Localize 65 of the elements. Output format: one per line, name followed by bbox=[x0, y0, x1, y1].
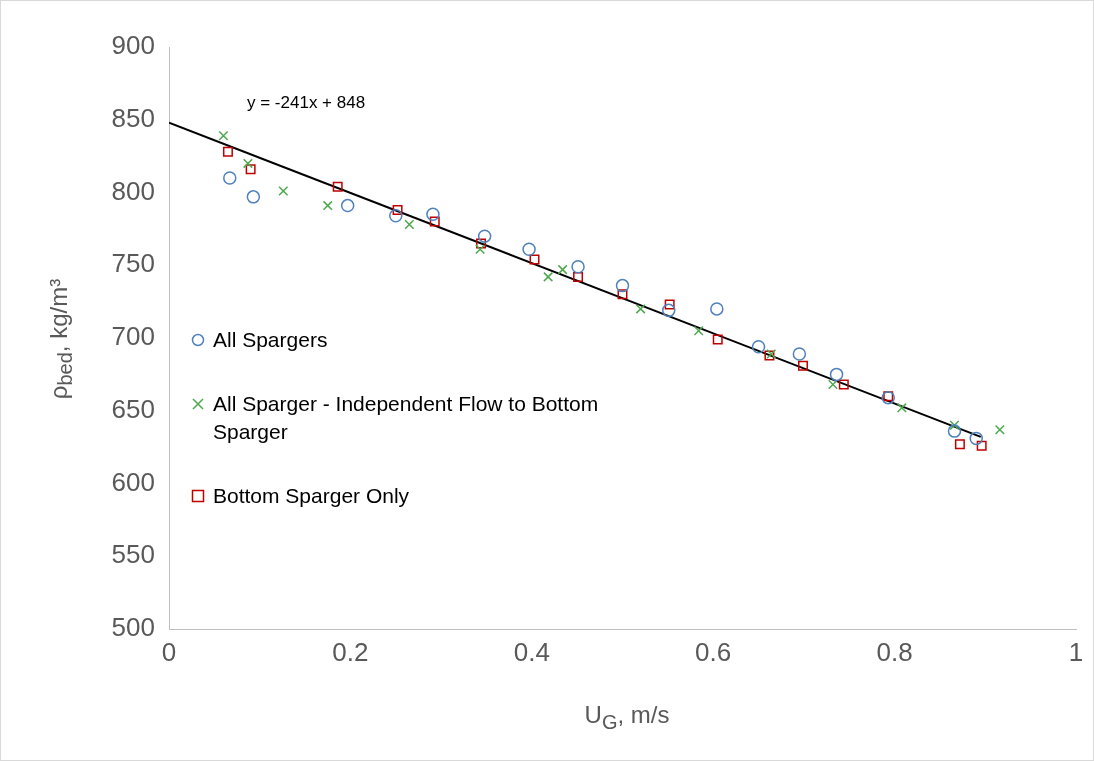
point bbox=[223, 171, 237, 185]
point bbox=[615, 278, 630, 293]
point bbox=[218, 130, 229, 141]
point bbox=[475, 244, 486, 255]
point bbox=[954, 439, 965, 450]
point bbox=[827, 379, 838, 390]
y-tick-label: 800 bbox=[111, 175, 155, 206]
x-tick-label: 1 bbox=[1068, 636, 1084, 667]
point bbox=[838, 379, 849, 390]
point bbox=[792, 347, 807, 361]
point bbox=[404, 219, 415, 230]
point bbox=[712, 334, 723, 345]
point bbox=[222, 146, 233, 157]
point bbox=[617, 289, 628, 300]
point bbox=[994, 424, 1005, 435]
point bbox=[543, 271, 554, 282]
point bbox=[949, 420, 960, 431]
point bbox=[896, 402, 907, 413]
point bbox=[710, 302, 724, 316]
point bbox=[242, 158, 253, 169]
x-tick-label: 0.8 bbox=[876, 636, 913, 667]
point bbox=[429, 216, 440, 227]
y-tick-label: 700 bbox=[111, 321, 155, 352]
point bbox=[322, 200, 333, 211]
y-tick-label: 600 bbox=[111, 466, 155, 497]
x-axis-title: U$_{G}$, m/s bbox=[583, 701, 671, 734]
y-tick-label: 850 bbox=[111, 102, 155, 133]
point bbox=[529, 254, 540, 265]
y-tick-label: 500 bbox=[111, 612, 155, 643]
annotation: y = -241x + 848 bbox=[247, 93, 366, 113]
point bbox=[829, 367, 844, 382]
point bbox=[389, 209, 403, 223]
y-tick-label: 750 bbox=[111, 248, 155, 279]
point bbox=[947, 424, 962, 438]
point bbox=[976, 440, 987, 451]
point bbox=[571, 259, 585, 274]
point bbox=[246, 190, 261, 204]
point bbox=[969, 431, 983, 446]
point bbox=[522, 242, 536, 256]
point bbox=[693, 325, 704, 336]
point bbox=[557, 264, 568, 275]
point bbox=[340, 198, 355, 213]
point bbox=[278, 186, 289, 197]
y-tick-label: 900 bbox=[111, 30, 155, 61]
legend-label: All Sparger - Independent Flow to Bottom Sparger bbox=[213, 391, 600, 445]
point bbox=[245, 164, 256, 175]
point bbox=[664, 299, 675, 310]
x-tick-label: 0.4 bbox=[513, 636, 550, 667]
point bbox=[573, 271, 584, 282]
y-tick-label: 650 bbox=[111, 393, 155, 424]
legend-label: Bottom Sparger Only bbox=[213, 483, 410, 509]
x-tick-label: 0.2 bbox=[332, 636, 369, 667]
point bbox=[751, 339, 766, 354]
point bbox=[662, 303, 676, 318]
y-tick-label: 550 bbox=[111, 539, 155, 570]
point bbox=[332, 181, 343, 192]
point bbox=[798, 360, 808, 371]
point bbox=[392, 204, 403, 215]
point bbox=[426, 207, 440, 222]
legend-label: All Spargers bbox=[213, 327, 328, 353]
x-tick-label: 0 bbox=[161, 636, 177, 667]
x-tick-label: 0.6 bbox=[695, 636, 732, 667]
point bbox=[635, 303, 646, 314]
point bbox=[476, 238, 486, 249]
point bbox=[477, 229, 492, 243]
